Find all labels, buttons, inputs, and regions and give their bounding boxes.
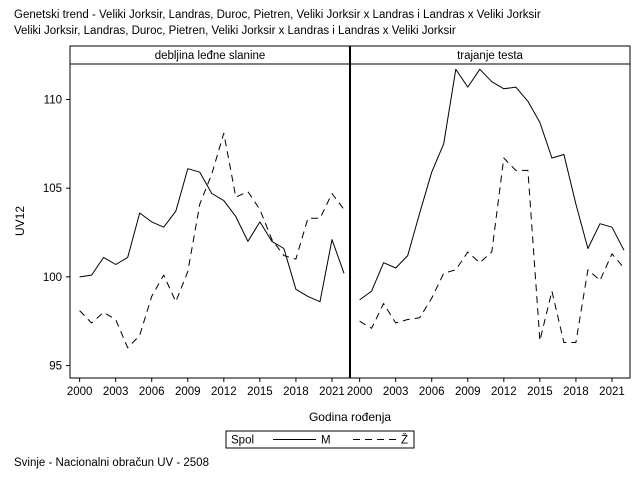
x-tick-label-0-6: 2018 [283,386,309,398]
y-tick-label-2: 105 [43,183,62,195]
y-tick-label-3: 110 [44,94,62,106]
x-tick-label-1-5: 2015 [527,386,553,398]
footnote: Svinje - Nacionalni obračun UV - 2508 [14,457,209,469]
x-tick-label-0-7: 2021 [319,386,345,398]
series-line-1-m [359,68,625,301]
x-tick-label-0-4: 2012 [211,386,237,398]
y-tick-label-1: 100 [43,272,62,284]
x-tick-label-1-7: 2021 [599,386,625,398]
x-tick-label-1-6: 2018 [563,386,589,398]
series-line-1-z [359,157,625,343]
legend-label-z: Ž [401,434,408,447]
panel-frame-right [349,63,631,379]
chart-subtitle: Veliki Jorksir, Landras, Duroc, Pietren,… [14,25,456,37]
x-tick-label-1-1: 2003 [383,386,409,398]
x-tick-label-0-5: 2015 [247,386,273,398]
x-tick-label-0-2: 2006 [139,386,165,398]
x-tick-label-0-1: 2003 [103,386,129,398]
chart-title: Genetski trend - Veliki Jorksir, Landras… [14,9,541,21]
x-tick-label-0-0: 2000 [67,386,93,398]
panel-label-right: trajanje testa [457,50,523,62]
x-axis-title: Godina rođenja [309,410,391,424]
x-tick-label-1-0: 2000 [347,386,373,398]
y-axis-title: UV12 [13,206,27,236]
series-line-0-z [79,132,345,349]
legend-title: Spol [231,435,254,447]
x-tick-label-1-2: 2006 [419,386,445,398]
y-tick-label-0: 95 [49,361,62,373]
x-tick-label-1-4: 2012 [491,386,517,398]
series-line-0-m [79,168,345,303]
x-tick-label-1-3: 2009 [455,386,481,398]
legend-box [225,430,415,449]
panel-frame-left [69,63,351,379]
legend-label-m: M [321,435,331,447]
x-tick-label-0-3: 2009 [175,386,201,398]
panel-label-left: debljina leđne slanine [155,50,266,62]
